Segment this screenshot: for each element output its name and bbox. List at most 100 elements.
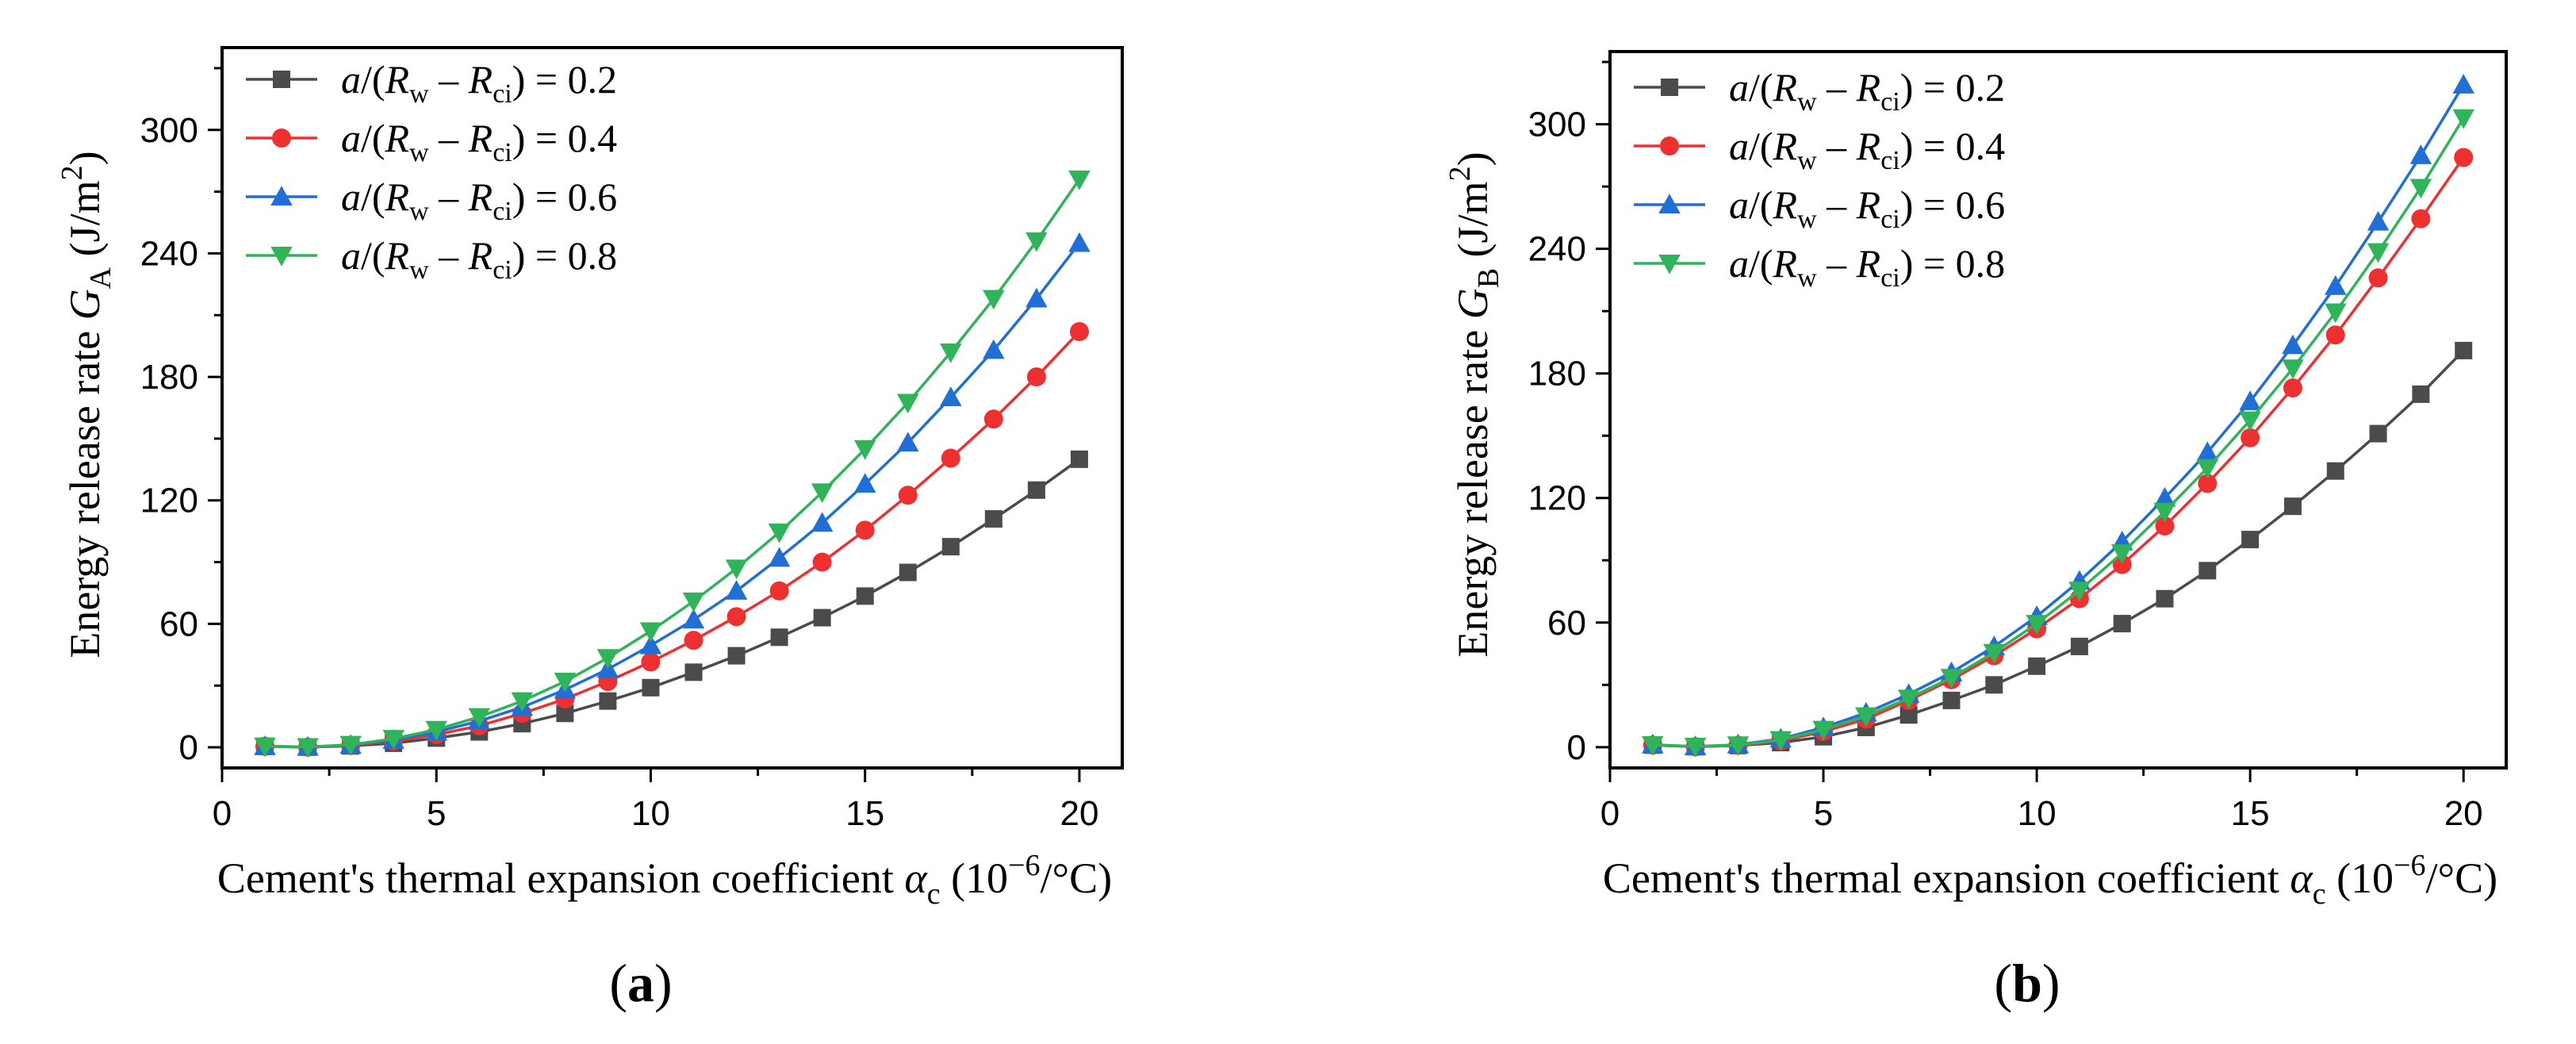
panel-a-plot: 0 5 10 15 20 0 60 120 180 240 300 a/(Rw – Rci) = 0.…	[140, 46, 1124, 833]
panel-a-series-0-point	[684, 663, 703, 681]
panel-a-y-tick-label: 180	[140, 358, 198, 397]
panel-b-axes-frame	[1608, 50, 2508, 770]
panel-a-series-0-point	[599, 692, 617, 710]
panel-a-y-tick-label: 300	[140, 111, 198, 150]
panel-a-series-3-point	[382, 730, 404, 750]
panel-b-series-2-point	[2452, 74, 2474, 94]
panel-b-x-axis-label: Cement's thermal expansion coefficient α…	[1603, 849, 2497, 911]
panel-b-series-1-point	[2454, 148, 2474, 167]
panel-a-series-2-point	[682, 608, 705, 629]
panel-b-series-0-point	[1985, 676, 2003, 694]
panel-b-series-3-point	[1642, 735, 1664, 756]
panel-a-series-3-point	[940, 343, 962, 363]
panel-b-series-1-point	[2368, 268, 2388, 288]
panel-b-series-2-point	[2239, 390, 2261, 411]
panel-b-series-2-point	[2409, 144, 2432, 164]
panel-b-series-3-point	[1897, 689, 1920, 710]
panel-a-series-3-point	[511, 692, 534, 712]
panel-b-series-0-point	[2070, 637, 2088, 655]
panel-a-series-line-2	[264, 242, 1081, 749]
panel-b-series-0-point	[2369, 424, 2387, 443]
panel-a-series-0-point	[1070, 450, 1088, 468]
panel-b-series-3-point	[1855, 707, 1877, 727]
panel-a-series-1-point	[1069, 322, 1089, 342]
panel-a-series-1-point	[641, 652, 661, 672]
panel-b-series-3-point	[2153, 502, 2176, 523]
panel-a-x-tick-label: 5	[427, 794, 446, 833]
panel-a-series-0-point	[556, 704, 574, 723]
panel-a-series-3-point	[1068, 171, 1091, 190]
panel-a-y-tick-label: 240	[140, 234, 198, 273]
panel-a-series-3-point	[554, 673, 577, 693]
panel-b-plot: 0 5 10 15 20 0 60 120 180 240 300 a/(Rw – Rci) = 0.…	[1528, 50, 2508, 833]
panel-a-series-1-point	[941, 448, 960, 468]
panel-a-series-2-point	[1068, 232, 1091, 252]
panel-a-series-3-point	[768, 523, 791, 543]
panel-b-series-3-point	[2239, 411, 2261, 432]
panel-b-x-tick-label: 0	[1600, 794, 1620, 833]
panel-a-legend-marker-1	[272, 129, 291, 148]
panel-a-series-2-point	[983, 339, 1005, 359]
panel-a-legend-entry-0: a/(Rw – Rci) = 0.2	[341, 57, 617, 109]
panel-a-legend-marker-0	[273, 71, 290, 88]
panel-a-legend-marker-3	[270, 247, 293, 267]
panel-b-series-1-point	[2325, 325, 2345, 345]
panel-a-series-3-point	[853, 439, 876, 460]
panel-a-series-3-point	[639, 622, 662, 643]
panel-a-series-3-point	[468, 708, 491, 728]
panel-b-y-tick-label: 300	[1528, 106, 1586, 144]
panel-b-series-3-point	[2110, 544, 2133, 564]
panel-b-legend-entry-3: a/(Rw – Rci) = 0.8	[1729, 241, 2005, 293]
panel-b-x-tick-label: 20	[2444, 794, 2483, 833]
panel-b-series-0-point	[2455, 341, 2473, 359]
panel-a-series-0-point	[642, 678, 660, 697]
panel-b-legend-marker-1	[1660, 136, 1679, 155]
panel-b-series-1-point	[2112, 555, 2132, 574]
panel-a-series-3-point	[897, 393, 919, 414]
panel-b-series-3-point	[2196, 459, 2219, 479]
panel-a-series-2-point	[639, 634, 662, 654]
panel-b-series-line-0	[1652, 349, 2465, 749]
panel-a-series-3-point	[339, 735, 362, 756]
panel-b-series-0-point	[1899, 706, 1918, 724]
panel-b-series-1-point	[2198, 474, 2218, 493]
panel-b-series-2-point	[2196, 441, 2219, 462]
panel-b-y-tick-label: 180	[1528, 355, 1586, 393]
panel-a: 0 5 10 15 20 0 60 120 180 240 300 a/(Rw – Rci) = 0.…	[56, 46, 1124, 1013]
panel-a-y-axis-label: Energy release rate GA (J/m2)	[56, 151, 117, 658]
panel-b-series-3-point	[2409, 178, 2432, 199]
panel-a-series-1-point	[726, 607, 746, 627]
panel-a-series-3-point	[596, 649, 619, 669]
panel-a-series-2-point	[811, 512, 834, 532]
panel-b-series-0-point	[2283, 497, 2302, 516]
panel-a-series-0-point	[727, 647, 746, 665]
panel-b-series-2-point	[2367, 210, 2390, 231]
panel-b-y-tick-label: 0	[1567, 728, 1586, 767]
panel-a-y-tick-label: 120	[140, 482, 198, 520]
panel-a-x-axis-label: Cement's thermal expansion coefficient α…	[217, 849, 1112, 911]
panel-a-series-0-point	[941, 538, 960, 556]
panel-b-series-3-point	[2068, 581, 2091, 601]
panel-b-series-line-3	[1652, 117, 2465, 748]
panel-a-series-0-point	[899, 563, 917, 581]
panel-a-series-1-point	[855, 520, 875, 540]
panel-a-series-0-point	[1027, 481, 1045, 499]
panel-a-series-1-point	[769, 581, 789, 601]
panel-b-series-1-point	[2411, 209, 2431, 228]
panel-a-series-1-point	[684, 631, 703, 651]
panel-a-series-3-point	[725, 559, 748, 580]
panel-a-y-tick-label: 60	[159, 605, 198, 643]
panel-b-y-tick-label: 240	[1528, 230, 1586, 269]
panel-a-series-1-point	[812, 552, 832, 572]
panel-b-series-0-point	[2412, 385, 2430, 403]
panel-b-series-0-point	[2156, 589, 2174, 608]
panel-b-y-tick-label: 60	[1547, 604, 1586, 643]
panel-a-y-tick-label: 0	[179, 728, 198, 767]
panel-b-series-0-point	[2326, 462, 2344, 480]
panel-b-legend-entry-0: a/(Rw – Rci) = 0.2	[1729, 65, 2005, 117]
panel-a-series-3-point	[1025, 232, 1048, 252]
panel-b-series-2-point	[2153, 486, 2176, 507]
panel-a-series-2-point	[1025, 287, 1048, 308]
panel-b-series-3-point	[2026, 615, 2048, 635]
panel-b-legend-entry-1: a/(Rw – Rci) = 0.4	[1729, 124, 2005, 175]
